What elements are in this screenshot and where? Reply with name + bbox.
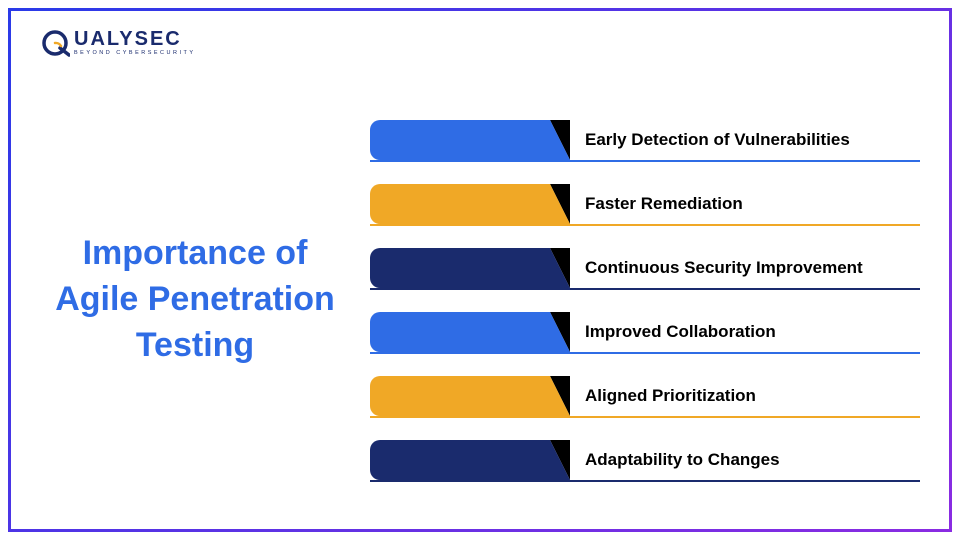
feature-list: Early Detection of Vulnerabilities Faster… (370, 120, 920, 480)
feature-row: Early Detection of Vulnerabilities (370, 120, 920, 160)
row-underline (370, 352, 920, 354)
row-underline (370, 288, 920, 290)
row-label: Improved Collaboration (585, 312, 776, 352)
row-wedge-icon (550, 248, 570, 288)
row-wedge-icon (550, 440, 570, 480)
row-pill (370, 120, 550, 160)
row-underline (370, 416, 920, 418)
row-pill (370, 440, 550, 480)
feature-row: Faster Remediation (370, 184, 920, 224)
row-wedge-icon (550, 312, 570, 352)
logo-text: UALYSEC BEYOND CYBERSECURITY (74, 29, 196, 57)
row-wedge-icon (550, 184, 570, 224)
row-label: Faster Remediation (585, 184, 743, 224)
feature-row: Aligned Prioritization (370, 376, 920, 416)
row-pill (370, 312, 550, 352)
row-wedge-icon (550, 376, 570, 416)
row-label: Early Detection of Vulnerabilities (585, 120, 850, 160)
feature-row: Adaptability to Changes (370, 440, 920, 480)
page-title: Importance of Agile Penetration Testing (40, 231, 370, 369)
brand-logo: UALYSEC BEYOND CYBERSECURITY (40, 28, 196, 58)
logo-tagline: BEYOND CYBERSECURITY (74, 51, 196, 57)
row-underline (370, 224, 920, 226)
logo-wordmark: UALYSEC (74, 29, 196, 49)
row-pill (370, 376, 550, 416)
row-label: Continuous Security Improvement (585, 248, 863, 288)
row-pill (370, 248, 550, 288)
row-label: Aligned Prioritization (585, 376, 756, 416)
logo-q-icon (40, 28, 70, 58)
feature-row: Continuous Security Improvement (370, 248, 920, 288)
row-underline (370, 480, 920, 482)
row-label: Adaptability to Changes (585, 440, 780, 480)
row-wedge-icon (550, 120, 570, 160)
feature-row: Improved Collaboration (370, 312, 920, 352)
row-pill (370, 184, 550, 224)
content-area: Importance of Agile Penetration Testing … (40, 100, 920, 500)
row-underline (370, 160, 920, 162)
